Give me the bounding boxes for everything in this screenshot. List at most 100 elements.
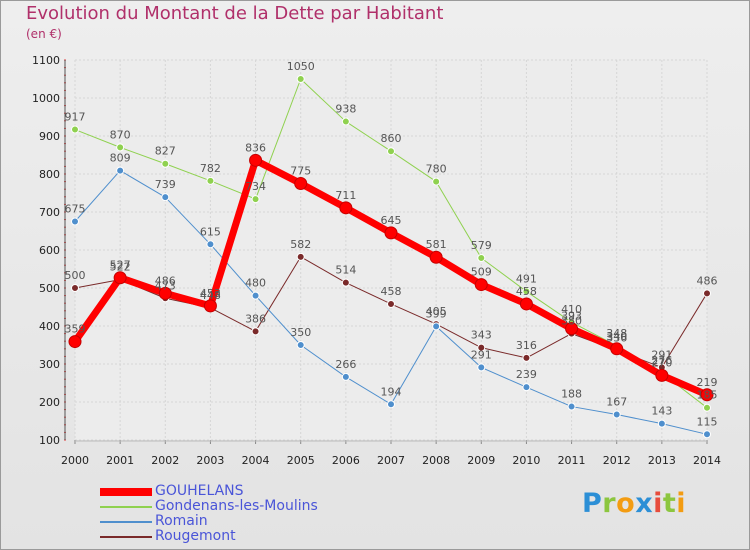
data-point-romain [522,383,531,392]
data-point-gouhelans [474,278,488,292]
chart-title: Evolution du Montant de la Dette par Hab… [26,3,444,24]
y-tick-label: 1000 [32,92,60,105]
x-tick-label: 2008 [422,454,450,467]
y-tick-label: 800 [39,168,60,181]
x-tick-label: 2004 [242,454,270,467]
x-tick-label: 2005 [287,454,315,467]
data-label-romain: 675 [65,203,86,216]
data-label-romain: 480 [245,277,266,290]
data-point-romain [251,291,260,300]
y-tick-label: 1100 [32,54,60,67]
data-point-romain [161,193,170,202]
logo-letter: i [653,488,663,519]
data-point-gouhelans [700,388,714,402]
legend-label: Romain [155,513,208,529]
data-point-rougemont [522,353,531,362]
legend-swatch [100,506,152,508]
x-tick-label: 2006 [332,454,360,467]
data-label-romain: 143 [651,405,672,418]
data-label-gouhelans: 581 [426,238,447,251]
data-label-rougemont: 386 [245,312,266,325]
data-point-rougemont [71,284,79,292]
data-point-gondenans-les-moulins [71,125,79,134]
data-point-gondenans-les-moulins [161,159,170,168]
data-label-rougemont: 316 [516,339,537,352]
data-point-gouhelans [158,286,172,300]
data-point-romain [432,322,441,331]
data-label-gondenans-les-moulins: 917 [65,111,86,124]
data-label-romain: 115 [697,415,718,428]
data-label-rougemont: 336 [606,331,627,344]
logo-letter: P [582,488,603,519]
y-tick-label: 900 [39,130,60,143]
data-point-romain [703,430,711,439]
data-label-romain: 188 [561,388,582,401]
data-label-gouhelans: 486 [155,274,176,287]
y-tick-label: 300 [39,358,60,371]
data-point-gouhelans [203,299,217,313]
data-point-gondenans-les-moulins [703,403,711,412]
axes: 100 200 300 400 500 600 700 800 900 1000 1100 2000 2… [32,54,721,467]
grid [74,59,708,441]
x-tick-label: 2003 [196,454,224,467]
data-label-rougemont: 291 [651,348,672,361]
x-tick-label: 2007 [377,454,405,467]
y-tick-label: 200 [39,396,60,409]
data-point-rougemont [703,289,711,298]
data-point-romain [206,240,215,249]
data-point-gouhelans [519,297,533,311]
data-label-romain: 291 [471,348,492,361]
data-label-romain: 350 [290,326,311,339]
legend-label: Gondenans-les-Moulins [155,498,318,514]
x-tick-label: 2009 [467,454,495,467]
legend-label: Rougemont [155,528,236,544]
x-tick-label: 2014 [693,454,721,467]
data-point-gouhelans [655,368,669,382]
data-point-romain [296,341,305,349]
data-point-rougemont [251,327,260,336]
data-point-gouhelans [294,177,308,190]
data-label-rougemont: 486 [697,274,718,287]
data-point-gouhelans [339,201,353,215]
data-label-gouhelans: 219 [697,376,718,389]
chart-unit: (en €) [26,27,62,41]
data-label-gondenans-les-moulins: 1050 [287,60,315,73]
data-label-gondenans-les-moulins: 185 [697,389,718,402]
y-tick-label: 600 [39,244,60,257]
logo-letter: x [635,488,654,519]
data-point-romain [612,410,621,419]
x-tick-label: 2001 [106,454,134,467]
data-label-gondenans-les-moulins: 491 [516,272,537,285]
data-label-gouhelans: 645 [381,214,402,227]
data-point-gondenans-les-moulins [432,177,441,186]
data-point-rougemont [341,278,350,287]
legend-swatch [100,521,152,523]
data-label-gouhelans: 775 [290,165,311,178]
data-label-gondenans-les-moulins: 410 [561,303,582,316]
data-label-romain: 809 [110,152,131,165]
logo-letter: i [676,488,687,519]
proxiti-logo: Proxiti [582,488,686,519]
x-tick-label: 2000 [61,454,89,467]
data-point-gouhelans [429,250,443,264]
data-label-rougemont: 448 [200,289,221,302]
data-point-romain [387,400,395,409]
data-label-rougemont: 405 [426,305,447,318]
data-label-romain: 615 [200,225,221,238]
y-tick-label: 400 [39,320,60,333]
data-point-gondenans-les-moulins [251,195,260,204]
data-label-gondenans-les-moulins: 348 [606,327,627,340]
data-label-gouhelans: 711 [335,189,356,202]
data-point-rougemont [387,299,395,308]
data-point-gondenans-les-moulins [477,253,486,262]
data-label-romain: 399 [426,307,447,320]
data-label-gondenans-les-moulins: 827 [155,145,176,158]
data-label-rougemont: 500 [65,269,86,282]
x-tick-label: 2011 [558,454,586,467]
x-tick-label: 2013 [648,454,676,467]
data-point-gondenans-les-moulins [116,143,125,152]
data-point-romain [477,363,486,372]
data-point-gouhelans [113,271,127,285]
data-label-gouhelans: 453 [200,287,221,300]
data-point-gouhelans [384,226,398,240]
